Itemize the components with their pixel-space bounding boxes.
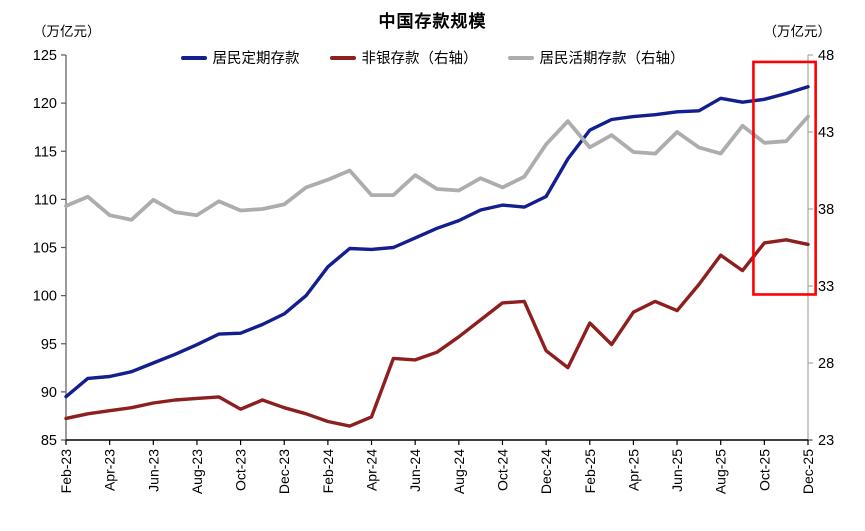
x-axis-tick-label: Jun-24 bbox=[407, 449, 423, 492]
legend-swatch-gray-icon bbox=[507, 55, 534, 60]
y-axis-left-tick-label: 90 bbox=[41, 385, 57, 401]
x-axis-tick-label: Dec-24 bbox=[538, 449, 554, 494]
x-axis-tick-label: Oct-23 bbox=[233, 449, 249, 491]
y-axis-left-tick-label: 115 bbox=[34, 144, 57, 160]
left-axis-unit: （万亿元） bbox=[33, 24, 101, 39]
y-axis-right-tick-label: 33 bbox=[818, 279, 834, 295]
legend-swatch-darkred-icon bbox=[329, 55, 356, 60]
x-axis-tick-label: Dec-25 bbox=[800, 449, 816, 494]
right-axis-unit: （万亿元） bbox=[763, 24, 832, 39]
highlight-box bbox=[752, 60, 817, 296]
y-axis-left-tick-label: 105 bbox=[33, 241, 57, 257]
legend: 居民定期存款 非银存款（右轴） 居民活期存款（右轴） bbox=[0, 47, 865, 68]
x-axis-tick-label: Apr-24 bbox=[364, 449, 380, 491]
x-axis-tick-label: Feb-24 bbox=[320, 449, 336, 494]
x-axis-tick-label: Oct-24 bbox=[494, 449, 510, 491]
y-axis-right-tick-label: 48 bbox=[818, 48, 834, 64]
y-axis-left-tick-label: 95 bbox=[41, 337, 57, 353]
x-axis-tick-label: Aug-23 bbox=[189, 449, 205, 494]
y-axis-right-tick-label: 28 bbox=[818, 356, 834, 372]
y-axis-left-tick-label: 110 bbox=[34, 192, 57, 208]
x-axis-tick-label: Aug-24 bbox=[451, 449, 467, 494]
x-axis-tick-label: Apr-23 bbox=[102, 449, 118, 491]
legend-item-nonbank-deposits[interactable]: 非银存款（右轴） bbox=[329, 47, 478, 68]
x-axis-tick-label: Feb-23 bbox=[58, 449, 74, 494]
y-axis-left-tick-label: 125 bbox=[33, 48, 57, 64]
legend-label: 居民定期存款 bbox=[212, 51, 300, 67]
y-axis-left-tick-label: 120 bbox=[33, 96, 57, 112]
series-line-right-demand bbox=[64, 114, 810, 222]
legend-label: 非银存款（右轴） bbox=[361, 51, 478, 67]
y-axis-right-tick-label: 23 bbox=[818, 433, 834, 449]
chart-title: 中国存款规模 bbox=[378, 12, 487, 31]
y-axis-left-tick-label: 100 bbox=[33, 289, 57, 305]
x-axis-tick-label: Oct-25 bbox=[756, 449, 772, 491]
x-axis-tick-label: Jun-23 bbox=[145, 449, 161, 492]
legend-item-time-deposits[interactable]: 居民定期存款 bbox=[180, 47, 300, 68]
y-axis-right-tick-label: 43 bbox=[818, 125, 834, 141]
y-axis-right-tick-label: 38 bbox=[818, 202, 834, 218]
series-line-left bbox=[64, 85, 810, 399]
series-line-right-nonbank bbox=[64, 238, 810, 428]
x-axis-tick-label: Jun-25 bbox=[669, 449, 685, 492]
x-axis-tick-label: Apr-25 bbox=[625, 449, 641, 491]
x-axis-tick-label: Dec-23 bbox=[276, 449, 292, 494]
legend-label: 居民活期存款（右轴） bbox=[539, 51, 685, 67]
legend-item-demand-deposits[interactable]: 居民活期存款（右轴） bbox=[507, 47, 685, 68]
x-axis-tick-label: Aug-25 bbox=[713, 449, 729, 494]
legend-swatch-navy-icon bbox=[180, 55, 207, 60]
x-axis-tick-label: Feb-25 bbox=[582, 449, 598, 494]
y-axis-left-tick-label: 85 bbox=[41, 433, 57, 449]
